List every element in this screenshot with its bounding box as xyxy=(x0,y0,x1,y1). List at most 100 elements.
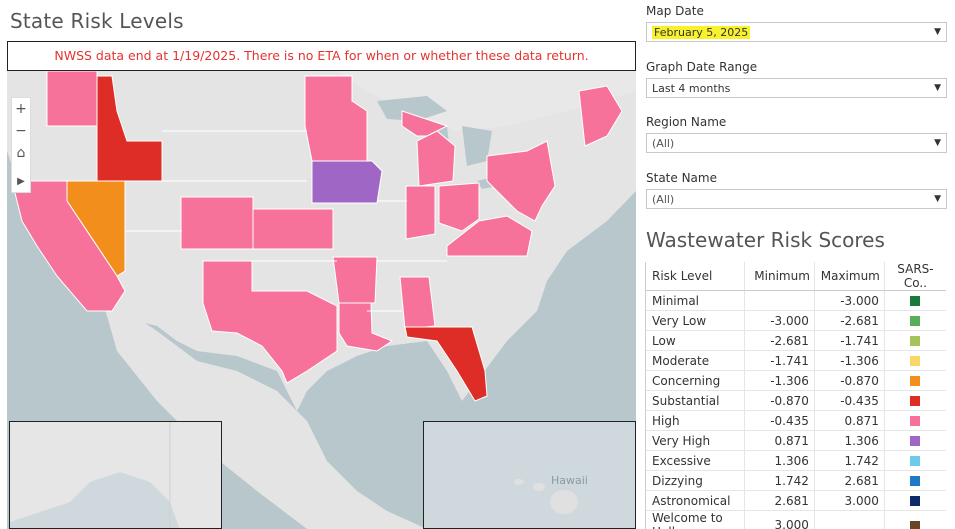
state-ohio[interactable] xyxy=(438,182,480,232)
state-california[interactable] xyxy=(11,180,126,312)
maximum-cell: -0.435 xyxy=(813,390,885,411)
risk-level-cell: Concerning xyxy=(646,370,745,391)
state-louisiana[interactable] xyxy=(338,302,394,352)
table-row[interactable]: Low -2.681 -1.741 xyxy=(646,330,946,351)
color-swatch xyxy=(910,376,921,386)
color-swatch-cell xyxy=(883,310,946,331)
map-date-select[interactable]: February 5, 2025 ▼ xyxy=(646,22,947,42)
color-swatch-cell xyxy=(883,410,946,431)
header-sars-cov[interactable]: SARS-Co.. xyxy=(883,262,946,291)
table-row[interactable]: Welcome to Hell3.000 xyxy=(646,510,946,529)
table-row[interactable]: Very High 0.871 1.306 xyxy=(646,430,946,451)
header-risk-level[interactable]: Risk Level xyxy=(646,262,745,291)
home-icon[interactable]: ⌂ xyxy=(16,145,26,161)
region-name-select[interactable]: (All) ▼ xyxy=(646,133,947,153)
lake-superior xyxy=(377,96,447,121)
graph-date-range-filter: Graph Date Range Last 4 months ▼ xyxy=(646,60,947,98)
maximum-cell: -2.681 xyxy=(813,310,885,331)
state-iowa[interactable] xyxy=(311,160,383,204)
color-swatch xyxy=(910,336,921,346)
map-canvas xyxy=(7,71,636,529)
color-swatch xyxy=(910,476,921,486)
risk-level-cell: Very Low xyxy=(646,310,745,331)
minimum-cell: -2.681 xyxy=(744,330,815,351)
color-swatch-cell xyxy=(883,510,946,529)
hawaii-label: Hawaii xyxy=(551,474,588,487)
maximum-cell: -1.306 xyxy=(813,350,885,371)
header-maximum[interactable]: Maximum xyxy=(813,262,885,291)
state-maine[interactable] xyxy=(578,85,623,147)
table-row[interactable]: Dizzying 1.742 2.681 xyxy=(646,470,946,491)
state-washington[interactable] xyxy=(46,71,98,127)
region-name-value: (All) xyxy=(652,136,675,150)
us-map[interactable] xyxy=(7,71,636,529)
state-florida[interactable] xyxy=(404,326,488,402)
color-swatch-cell xyxy=(883,350,946,371)
color-swatch-cell xyxy=(883,450,946,471)
minimum-cell: -3.000 xyxy=(744,310,815,331)
minimum-cell: 2.681 xyxy=(744,490,815,511)
minimum-cell xyxy=(744,290,815,311)
expand-toolbar-icon[interactable]: ▶ xyxy=(17,175,25,187)
table-row[interactable]: Minimal -3.000 xyxy=(646,290,946,311)
lake-huron xyxy=(462,126,492,166)
graph-date-range-value: Last 4 months xyxy=(652,81,731,95)
map-date-value: February 5, 2025 xyxy=(652,25,751,39)
table-row[interactable]: Moderate -1.741 -1.306 xyxy=(646,350,946,371)
risk-level-cell: Minimal xyxy=(646,290,745,311)
state-michigan-upper[interactable] xyxy=(401,110,449,137)
state-michigan[interactable] xyxy=(416,130,456,187)
maximum-cell: 0.871 xyxy=(813,410,885,431)
state-virginia[interactable] xyxy=(446,215,533,257)
risk-level-cell: Dizzying xyxy=(646,470,745,491)
maximum-cell: 2.681 xyxy=(813,470,885,491)
color-swatch xyxy=(910,456,921,466)
maximum-cell: -0.870 xyxy=(813,370,885,391)
maximum-cell: 3.000 xyxy=(813,490,885,511)
state-new-york[interactable] xyxy=(486,140,556,222)
risk-level-cell: Welcome to Hell xyxy=(646,510,745,529)
state-indiana[interactable] xyxy=(405,185,436,240)
region-name-label: Region Name xyxy=(646,115,727,129)
canada-landmass xyxy=(337,71,636,131)
table-row[interactable]: Concerning -1.306 -0.870 xyxy=(646,370,946,391)
state-texas[interactable] xyxy=(202,260,338,384)
state-minnesota[interactable] xyxy=(304,75,368,162)
state-alabama[interactable] xyxy=(399,276,436,330)
color-swatch xyxy=(910,296,921,306)
table-row[interactable]: Substantial -0.870 -0.435 xyxy=(646,390,946,411)
header-minimum[interactable]: Minimum xyxy=(744,262,815,291)
zoom-out-button[interactable]: − xyxy=(15,123,27,139)
hawaii-inset[interactable]: Hawaii xyxy=(423,421,636,529)
maximum-cell xyxy=(813,510,885,529)
risk-level-cell: Low xyxy=(646,330,745,351)
minimum-cell: -0.870 xyxy=(744,390,815,411)
chevron-down-icon: ▼ xyxy=(934,194,941,204)
zoom-in-button[interactable]: + xyxy=(15,101,27,117)
state-colorado[interactable] xyxy=(180,196,254,250)
table-row[interactable]: High -0.435 0.871 xyxy=(646,410,946,431)
table-row[interactable]: Excessive 1.306 1.742 xyxy=(646,450,946,471)
chevron-down-icon: ▼ xyxy=(934,83,941,93)
region-name-filter: Region Name (All) ▼ xyxy=(646,115,947,153)
color-swatch xyxy=(910,496,921,506)
minimum-cell: 0.871 xyxy=(744,430,815,451)
map-toolbar: + − ⌂ ▶ xyxy=(11,97,31,193)
color-swatch xyxy=(910,396,921,406)
hawaii-map xyxy=(514,479,578,514)
minimum-cell: 3.000 xyxy=(744,510,815,529)
table-row[interactable]: Astronomical 2.681 3.000 xyxy=(646,490,946,511)
maximum-cell: -1.741 xyxy=(813,330,885,351)
minimum-cell: -0.435 xyxy=(744,410,815,431)
state-arkansas[interactable] xyxy=(332,256,378,304)
color-swatch-cell xyxy=(883,370,946,391)
graph-date-range-select[interactable]: Last 4 months ▼ xyxy=(646,78,947,98)
alaska-inset[interactable] xyxy=(9,421,222,529)
color-swatch-cell xyxy=(883,290,946,311)
state-name-select[interactable]: (All) ▼ xyxy=(646,189,947,209)
graph-date-range-label: Graph Date Range xyxy=(646,60,758,74)
state-kansas[interactable] xyxy=(252,208,334,250)
page-title: State Risk Levels xyxy=(10,9,184,33)
color-swatch xyxy=(910,436,921,446)
table-row[interactable]: Very Low -3.000 -2.681 xyxy=(646,310,946,331)
